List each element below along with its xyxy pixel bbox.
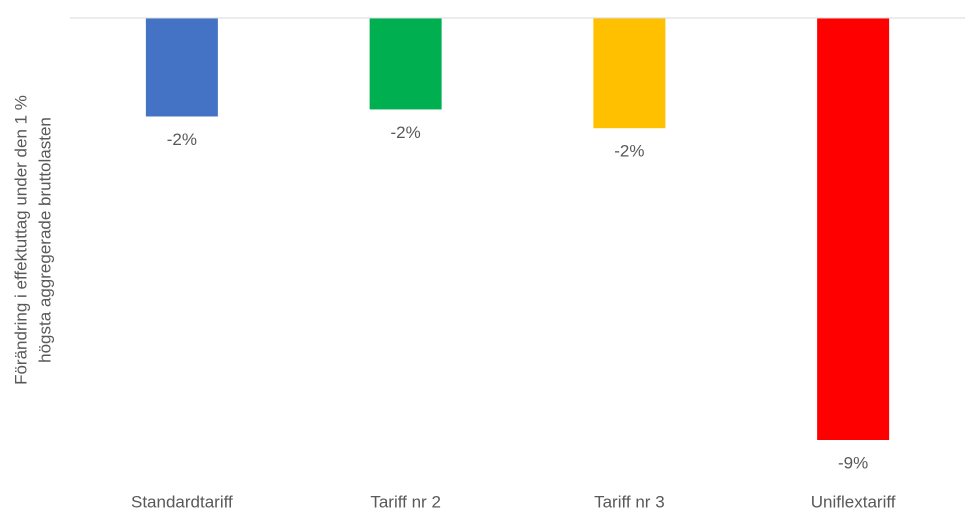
data-label: -9% (838, 453, 868, 472)
y-axis-title-line: högsta aggregerade bruttolasten (35, 117, 54, 363)
x-tick-label: Standardtariff (131, 492, 233, 511)
x-tick-label: Tariff nr 3 (594, 492, 665, 511)
data-label: -2% (391, 123, 421, 142)
data-label: -2% (614, 142, 644, 161)
bar (593, 18, 666, 129)
y-axis-title: Förändring i effektuttag under den 1 % h… (11, 95, 54, 385)
bar (369, 18, 442, 110)
y-axis-title-line: Förändring i effektuttag under den 1 % (11, 95, 30, 385)
bar (145, 18, 218, 117)
bar (817, 18, 890, 440)
data-label: -2% (167, 130, 197, 149)
x-tick-label: Uniflextariff (811, 492, 896, 511)
x-tick-label: Tariff nr 2 (370, 492, 441, 511)
